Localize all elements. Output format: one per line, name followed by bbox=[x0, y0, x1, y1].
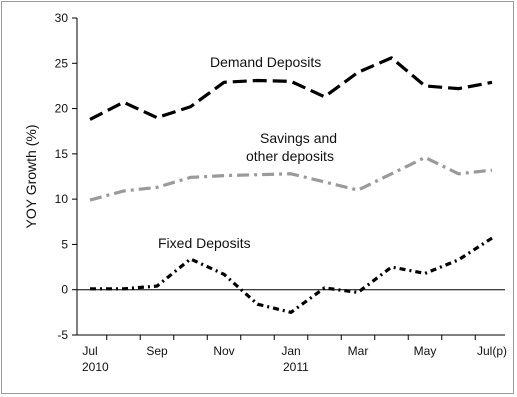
x-tick-label: Sep bbox=[146, 344, 168, 358]
y-tick-label: 0 bbox=[61, 283, 68, 297]
y-tick-label: 20 bbox=[55, 102, 69, 116]
series-lines bbox=[89, 56, 493, 314]
x-tick-label: Jan bbox=[281, 344, 300, 358]
y-axis-label: YOY Growth (%) bbox=[23, 125, 39, 229]
x-tick-label: Jul(p) bbox=[477, 344, 507, 358]
y-tick-label: 10 bbox=[55, 192, 69, 206]
x-tick-label: May bbox=[414, 344, 437, 358]
x-tick-label: Jul bbox=[82, 344, 97, 358]
y-tick-label: -5 bbox=[57, 328, 68, 342]
savings-deposits-label-line: Savings and bbox=[260, 130, 337, 146]
fixed-deposits-label: Fixed Deposits bbox=[158, 235, 251, 251]
x-axis-ticks: Jul Sep Nov Jan Mar May Jul(p) 2010 2011 bbox=[82, 335, 507, 374]
series-line-savings-and-other-deposits bbox=[89, 155, 493, 202]
x-tick-label: Nov bbox=[213, 344, 234, 358]
x-year-label: 2010 bbox=[82, 360, 109, 374]
demand-deposits-label: Demand Deposits bbox=[210, 54, 321, 70]
x-tick-label: Mar bbox=[348, 344, 369, 358]
y-tick-label: 30 bbox=[55, 11, 69, 25]
y-tick-label: 5 bbox=[61, 237, 68, 251]
series-labels: Demand Deposits Savings and other deposits… bbox=[158, 54, 337, 251]
y-tick-label: 25 bbox=[55, 56, 69, 70]
series-line-fixed-deposits bbox=[90, 236, 493, 314]
y-axis-ticks: -5 0 5 10 15 20 25 30 bbox=[55, 11, 77, 342]
y-tick-label: 15 bbox=[55, 147, 69, 161]
x-year-label: 2011 bbox=[283, 360, 309, 374]
savings-deposits-label-line: other deposits bbox=[246, 148, 334, 164]
